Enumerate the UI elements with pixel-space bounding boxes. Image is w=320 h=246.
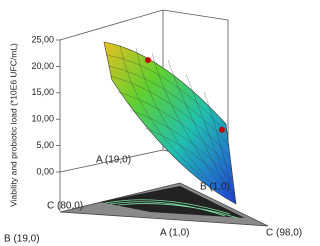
y-tick-label: 20,00 — [31, 61, 54, 71]
y-tick-label: 0,00 — [36, 166, 54, 176]
design-point — [219, 126, 225, 133]
surface-mesh — [105, 44, 236, 203]
y-tick-label: 25,00 — [31, 34, 54, 44]
base-contours — [104, 199, 239, 219]
vertex-label: B (19,0) — [4, 234, 40, 245]
vertex-label: C (98,0) — [266, 228, 302, 239]
y-axis-title: Viability and probiotic load (*10E6 UFC/… — [8, 43, 18, 207]
chart: Viability and probiotic load (*10E6 UFC/… — [4, 9, 302, 245]
vertex-label: C (80,0) — [47, 201, 83, 212]
vertex-label: A (1,0) — [160, 228, 189, 239]
y-tick-label: 5,00 — [36, 140, 54, 150]
y-tick-label: 10,00 — [31, 114, 54, 124]
y-tick-label: 15,00 — [31, 87, 54, 97]
vertex-label: B (1,0) — [200, 182, 230, 193]
vertex-label: A (19,0) — [96, 155, 131, 166]
response-surface — [103, 41, 237, 205]
design-point — [145, 57, 151, 64]
